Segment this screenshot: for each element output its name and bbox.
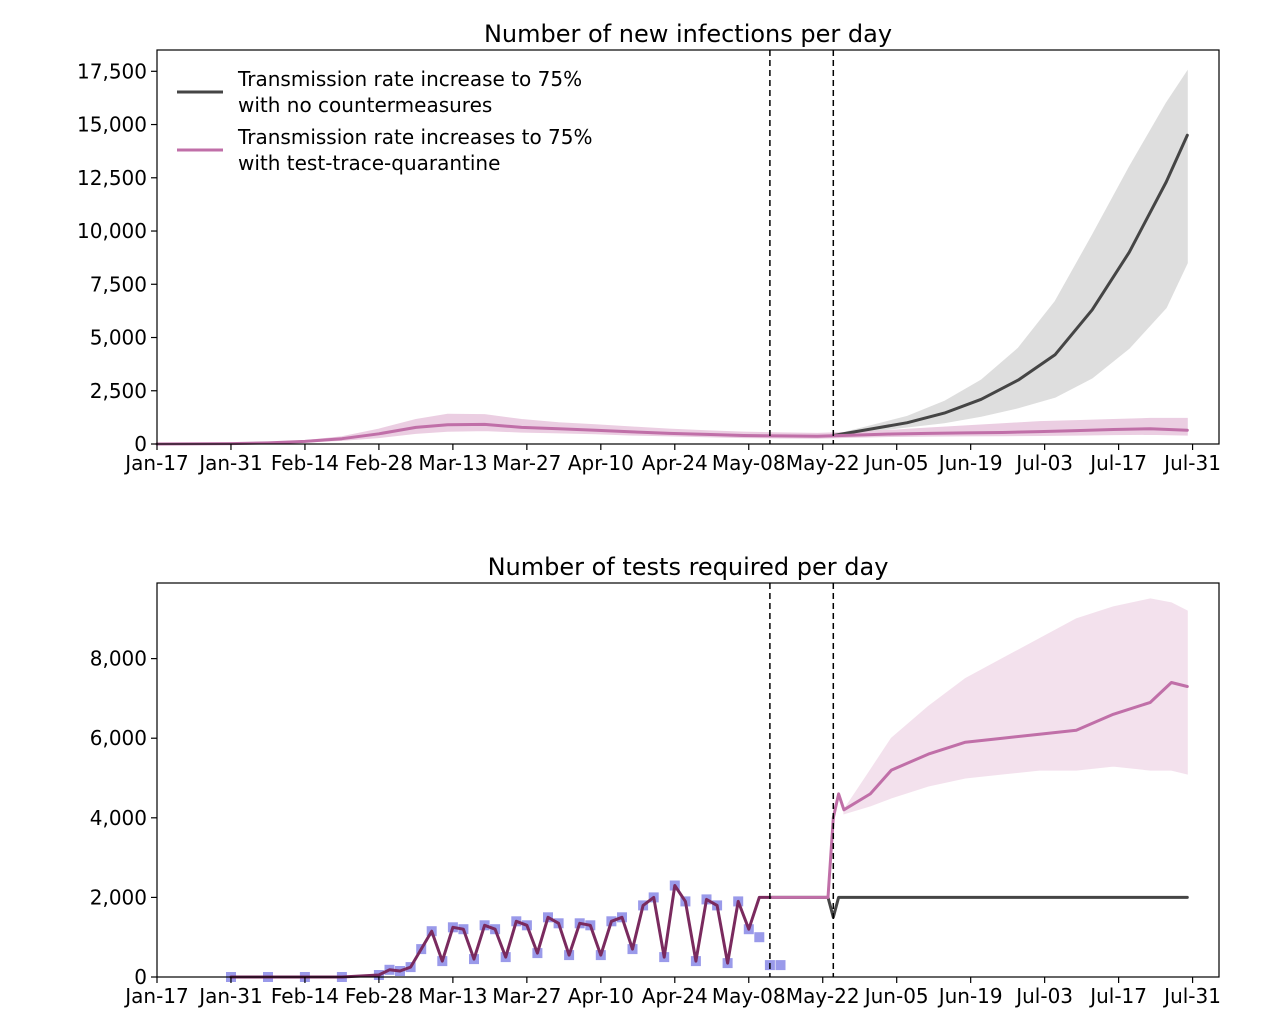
chart0-x-tick-label: Jun-19 bbox=[937, 451, 1003, 475]
chart1-x-tick-label: Apr-10 bbox=[568, 984, 634, 1008]
chart1-series-1-line bbox=[768, 681, 1189, 899]
chart0-y-tick-label: 5,000 bbox=[90, 326, 147, 350]
chart1-x-tick-label: Jul-31 bbox=[1162, 984, 1221, 1008]
chart0-x-tick-label: Jul-03 bbox=[1014, 451, 1073, 475]
chart1-x-tick-label: Jan-31 bbox=[197, 984, 263, 1008]
chart0-series-0-band bbox=[832, 69, 1188, 437]
tests-chart-title: Number of tests required per day bbox=[488, 553, 889, 581]
chart0-legend: Transmission rate increase to 75%with no… bbox=[177, 67, 593, 175]
chart1-x-tick-label: Jul-17 bbox=[1088, 984, 1147, 1008]
chart0-x-tick-label: Feb-28 bbox=[345, 451, 413, 475]
chart0-x-tick-label: Apr-10 bbox=[568, 451, 634, 475]
chart0-legend-label: with test-trace-quarantine bbox=[238, 151, 500, 175]
chart0-series-0-line bbox=[831, 133, 1189, 437]
chart1-y-tick-label: 6,000 bbox=[90, 726, 147, 750]
chart0-plot-frame bbox=[156, 49, 1220, 445]
tests-chart: Number of tests required per day 0 2,000 4… bbox=[90, 553, 1221, 1008]
infections-chart: Number of new infections per day 0 2,500 5… bbox=[77, 20, 1221, 475]
chart0-y-tick-label: 15,000 bbox=[77, 113, 147, 137]
chart1-x-tick-label: Jul-03 bbox=[1014, 984, 1073, 1008]
chart0-x-tick-label: Jun-05 bbox=[863, 451, 929, 475]
chart0-x-tick-label: Jan-17 bbox=[123, 451, 189, 475]
chart1-series-0-line bbox=[768, 895, 1189, 919]
chart0-series-1-line bbox=[155, 422, 1189, 446]
chart1-x-tick-label: May-08 bbox=[712, 984, 786, 1008]
chart0-y-tick-label: 0 bbox=[134, 432, 147, 456]
chart0-x-tick-label: Mar-13 bbox=[418, 451, 487, 475]
chart0-legend-label: Transmission rate increases to 75% bbox=[237, 125, 593, 149]
chart0-x-tick-label: Mar-27 bbox=[492, 451, 561, 475]
chart0-x-tick-label: Apr-24 bbox=[642, 451, 708, 475]
chart0-y-tick-label: 2,500 bbox=[90, 379, 147, 403]
chart1-plot-frame bbox=[156, 582, 1220, 978]
chart1-x-tick-label: Jun-05 bbox=[863, 984, 929, 1008]
chart1-y-tick-label: 2,000 bbox=[90, 885, 147, 909]
chart0-x-tick-label: May-08 bbox=[712, 451, 786, 475]
chart0-x-tick-label: May-22 bbox=[786, 451, 860, 475]
chart1-y-tick-label: 8,000 bbox=[90, 647, 147, 671]
chart0-y-tick-label: 10,000 bbox=[77, 219, 147, 243]
chart1-x-tick-label: Jan-17 bbox=[123, 984, 189, 1008]
chart1-y-tick-label: 0 bbox=[134, 965, 147, 989]
chart1-observed-point bbox=[775, 960, 786, 971]
chart0-x-tick-label: Jul-17 bbox=[1088, 451, 1147, 475]
chart1-x-tick-label: Mar-13 bbox=[418, 984, 487, 1008]
chart0-legend-label: Transmission rate increase to 75% bbox=[237, 67, 582, 91]
chart1-x-tick-label: Apr-24 bbox=[642, 984, 708, 1008]
infections-chart-title: Number of new infections per day bbox=[484, 20, 892, 48]
chart1-x-tick-label: Feb-28 bbox=[345, 984, 413, 1008]
chart0-legend-label: with no countermeasures bbox=[238, 93, 492, 117]
chart0-x-tick-label: Feb-14 bbox=[271, 451, 339, 475]
chart0-series-1-band bbox=[156, 413, 1188, 445]
chart1-x-tick-label: Jun-19 bbox=[937, 984, 1003, 1008]
chart0-y-tick-label: 17,500 bbox=[77, 59, 147, 83]
chart1-series-1-band bbox=[843, 598, 1188, 815]
chart1-x-tick-label: Mar-27 bbox=[492, 984, 561, 1008]
chart0-y-tick-label: 12,500 bbox=[77, 166, 147, 190]
chart1-observed-point bbox=[754, 932, 765, 943]
chart1-x-tick-label: May-22 bbox=[786, 984, 860, 1008]
chart0-x-tick-label: Jan-31 bbox=[197, 451, 263, 475]
chart0-y-tick-label: 7,500 bbox=[90, 272, 147, 296]
chart1-series-2-line bbox=[229, 884, 772, 979]
chart0-x-tick-label: Jul-31 bbox=[1162, 451, 1221, 475]
chart1-y-tick-label: 4,000 bbox=[90, 806, 147, 830]
chart1-x-tick-label: Feb-14 bbox=[271, 984, 339, 1008]
